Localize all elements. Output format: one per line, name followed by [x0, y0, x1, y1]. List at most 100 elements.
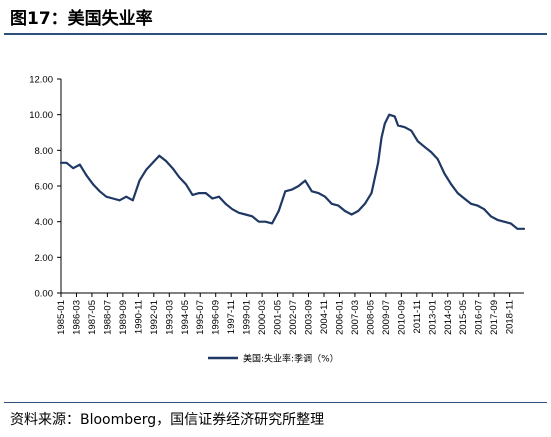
data-point: [509, 222, 512, 225]
data-point: [377, 161, 379, 164]
x-axis-ticks: 1985-01 1986-03 1987-05 1988-07 1989-09 1990-…: [56, 293, 516, 335]
data-point: [251, 215, 254, 218]
data-point: [417, 140, 419, 143]
x-tick-label: 2002-07: [288, 300, 299, 335]
x-tick-label: 1995-07: [195, 300, 206, 335]
data-point: [393, 115, 396, 118]
data-point: [516, 227, 519, 230]
data-point: [337, 204, 340, 207]
data-point: [450, 183, 452, 186]
data-point: [165, 160, 167, 162]
data-point: [324, 195, 326, 198]
x-tick-label: 1993-03: [164, 300, 175, 335]
data-point: [397, 124, 399, 127]
data-point: [430, 151, 433, 154]
chart-axes: [60, 79, 524, 294]
x-tick-label: 1997-11: [226, 300, 237, 334]
x-tick-label: 2006-01: [334, 300, 345, 335]
x-tick-label: 1988-07: [102, 300, 113, 335]
data-point: [410, 129, 413, 132]
x-tick-label: 2015-05: [458, 300, 469, 335]
data-point: [145, 169, 148, 171]
data-point: [131, 199, 134, 202]
x-tick-label: 2017-09: [489, 300, 500, 335]
data-point: [284, 190, 287, 193]
data-point: [105, 195, 108, 198]
data-point: [496, 219, 499, 221]
x-tick-label: 2010-09: [396, 300, 407, 335]
x-tick-label: 1992-01: [149, 300, 160, 335]
y-tick-label: 2.00: [35, 253, 54, 264]
x-tick-label: 2000-03: [257, 300, 268, 335]
data-point: [291, 188, 293, 191]
x-tick-label: 1990-11: [133, 300, 144, 334]
data-point: [151, 161, 154, 164]
data-point: [178, 176, 181, 179]
data-point: [98, 190, 101, 193]
data-point: [264, 220, 267, 223]
data-point: [383, 122, 386, 125]
data-point: [463, 197, 466, 200]
unemployment-rate-line: [59, 113, 526, 230]
data-point: [357, 210, 360, 212]
data-point: [317, 192, 320, 195]
data-point: [443, 172, 446, 175]
x-tick-label: 2016-07: [474, 300, 485, 335]
y-tick-label: 4.00: [35, 217, 54, 228]
data-point: [238, 211, 240, 214]
x-tick-label: 1987-05: [87, 300, 98, 335]
data-point: [304, 179, 307, 182]
data-point: [271, 222, 273, 225]
data-point: [257, 220, 260, 223]
x-tick-label: 1985-01: [56, 300, 67, 335]
data-point: [523, 227, 525, 230]
data-point: [403, 126, 406, 129]
data-point: [244, 213, 247, 216]
x-tick-label: 2011-11: [412, 300, 423, 333]
data-point: [138, 179, 141, 182]
data-point: [185, 183, 187, 186]
x-tick-label: 2009-07: [381, 300, 392, 335]
x-tick-label: 2003-09: [304, 300, 315, 335]
data-point: [489, 215, 492, 218]
data-point: [78, 163, 81, 166]
data-point: [388, 113, 391, 116]
y-tick-label: 0.00: [35, 289, 54, 300]
data-point: [370, 192, 373, 195]
data-point: [231, 208, 234, 211]
data-point: [204, 192, 207, 195]
data-point: [436, 158, 439, 161]
data-point: [65, 161, 68, 164]
x-tick-label: 2018-11: [505, 300, 516, 334]
data-point: [158, 154, 161, 157]
data-point: [191, 194, 194, 196]
source-divider: [4, 402, 547, 403]
data-point: [211, 197, 214, 200]
data-point: [380, 136, 383, 139]
data-point: [310, 190, 313, 193]
data-point: [198, 192, 201, 195]
x-tick-label: 1989-09: [118, 300, 129, 335]
source-note: 资料来源：Bloomberg，国信证券经济研究所整理: [10, 412, 325, 428]
data-point: [483, 208, 486, 211]
data-point: [112, 197, 114, 200]
data-point: [423, 145, 426, 148]
data-point: [171, 167, 174, 170]
x-tick-label: 2004-11: [319, 300, 330, 334]
x-tick-label: 2014-03: [443, 300, 454, 335]
data-point: [456, 192, 459, 195]
data-point: [72, 167, 75, 170]
data-point: [125, 195, 128, 198]
chart-legend: 美国:失业率:季调（%）: [208, 353, 339, 365]
data-point: [297, 185, 300, 187]
data-point: [364, 202, 366, 205]
series-layer: [59, 113, 526, 230]
title-divider: [4, 33, 547, 35]
data-point: [503, 220, 505, 223]
data-point: [277, 210, 280, 212]
y-axis-ticks: 0.00 2.00 4.00 6.00 8.00 10.00 12.00: [29, 75, 61, 300]
x-tick-label: 2013-01: [427, 300, 438, 335]
data-point: [476, 204, 479, 207]
data-point: [85, 174, 88, 177]
